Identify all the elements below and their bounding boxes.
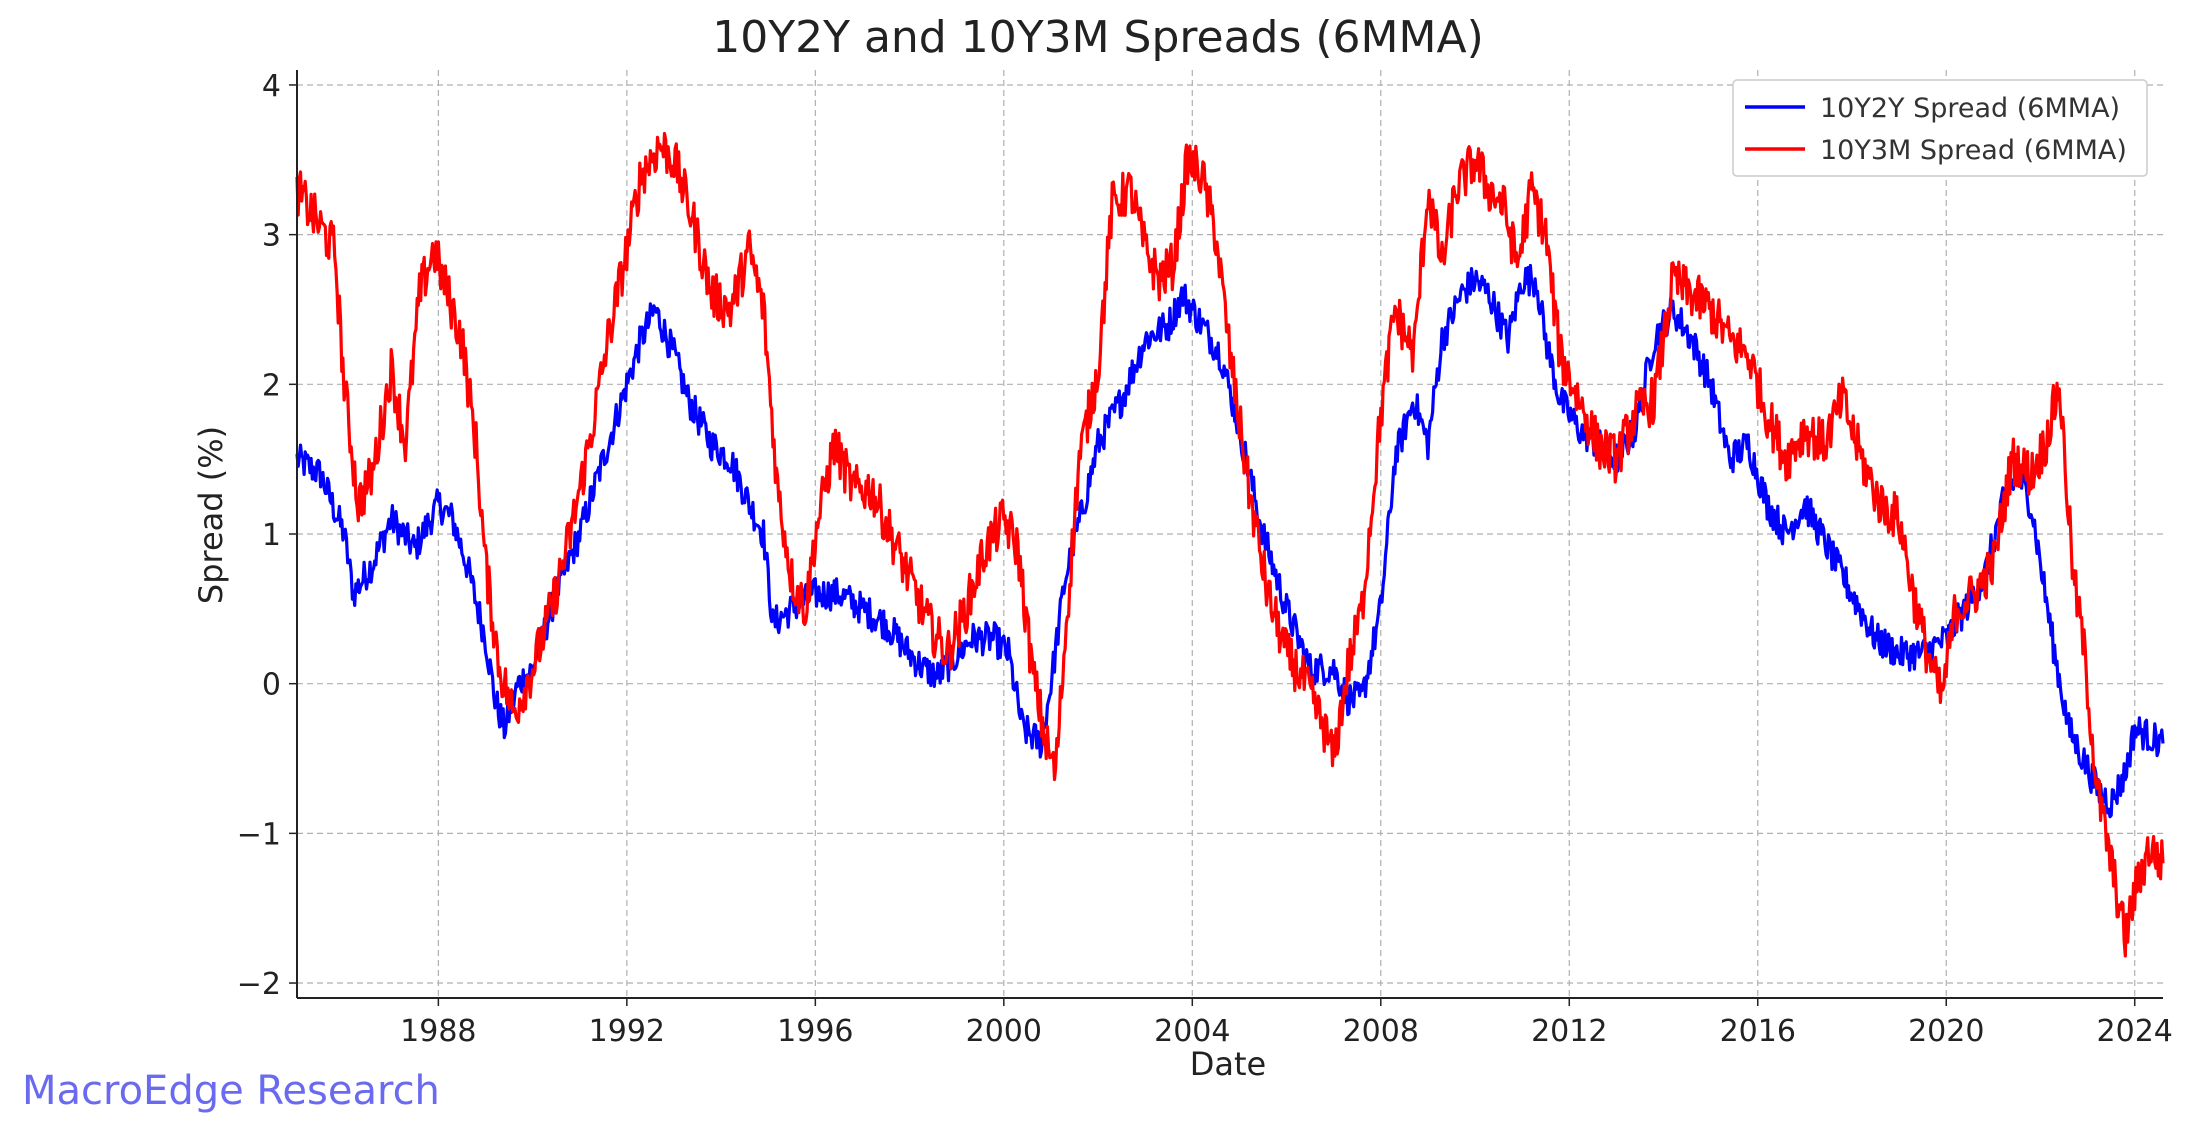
x-tick-label: 2008 bbox=[1343, 1014, 1419, 1049]
y-tick-label: −1 bbox=[237, 817, 281, 852]
y-tick-label: 2 bbox=[262, 368, 281, 403]
x-tick-label: 2020 bbox=[1908, 1014, 1984, 1049]
y-axis-label: Spread (%) bbox=[192, 426, 230, 604]
x-tick-label: 2016 bbox=[1720, 1014, 1796, 1049]
y-tick-label: −2 bbox=[237, 967, 281, 1002]
y-tick-label: 1 bbox=[262, 518, 281, 553]
y-tick-label: 4 bbox=[262, 69, 281, 104]
x-tick-label: 2000 bbox=[966, 1014, 1042, 1049]
chart-title: 10Y2Y and 10Y3M Spreads (6MMA) bbox=[712, 12, 1484, 63]
watermark-text: MacroEdge Research bbox=[22, 1068, 440, 1114]
legend-label-10y2y: 10Y2Y Spread (6MMA) bbox=[1820, 93, 2120, 124]
x-tick-label: 1988 bbox=[400, 1014, 476, 1049]
legend-label-10y3m: 10Y3M Spread (6MMA) bbox=[1820, 135, 2127, 166]
x-tick-label: 1996 bbox=[777, 1014, 853, 1049]
legend: 10Y2Y Spread (6MMA) 10Y3M Spread (6MMA) bbox=[1732, 79, 2148, 177]
x-tick-label: 2012 bbox=[1531, 1014, 1607, 1049]
x-tick-label: 2004 bbox=[1154, 1014, 1230, 1049]
series-line-10y2y bbox=[295, 263, 2165, 819]
x-axis-label: Date bbox=[1190, 1045, 1266, 1083]
y-tick-label: 3 bbox=[262, 219, 281, 254]
x-tick-label: 2024 bbox=[2097, 1014, 2173, 1049]
x-tick-label: 1992 bbox=[589, 1014, 665, 1049]
legend-box bbox=[1732, 79, 2148, 177]
series-line-10y3m bbox=[295, 131, 2165, 958]
y-tick-label: 0 bbox=[262, 668, 281, 703]
